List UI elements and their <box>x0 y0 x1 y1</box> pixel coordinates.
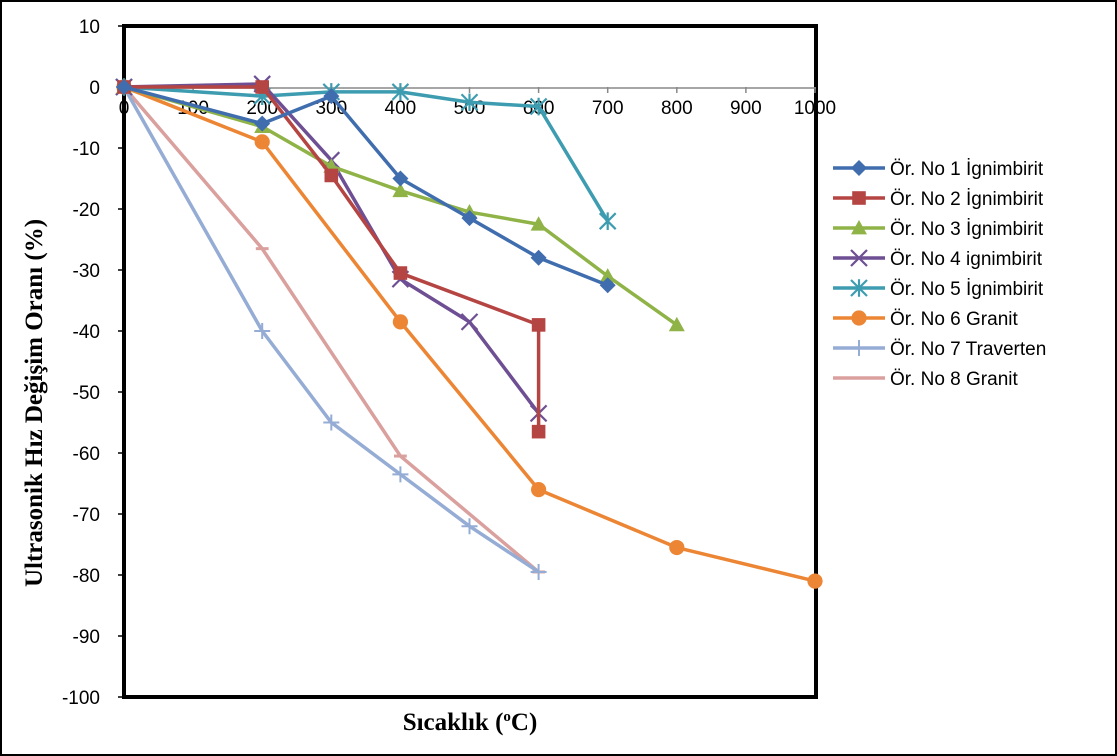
x-tick-label: 900 <box>730 98 762 119</box>
series-line <box>123 82 540 415</box>
data-point-triangle <box>599 268 616 283</box>
legend-label: Ör. No 8 Granit <box>890 369 1018 390</box>
data-point-diamond <box>461 210 478 227</box>
y-tick-label: -100 <box>62 688 100 709</box>
data-point-plus <box>323 414 340 431</box>
data-point-plus <box>851 340 867 356</box>
x-tick-label: 1000 <box>794 98 836 119</box>
x-axis-title: Sıcaklık (oC) <box>403 709 538 736</box>
data-point-triangle <box>668 316 685 332</box>
y-tick-label: -90 <box>73 627 100 648</box>
legend-label: Ör. No 2 İgnimbirit <box>890 189 1044 210</box>
y-tick-label: -20 <box>73 200 100 221</box>
x-tick-label: 700 <box>592 98 624 119</box>
y-tick-label: 0 <box>89 78 100 99</box>
data-point-square <box>255 80 269 94</box>
data-point-asterisk <box>598 212 617 230</box>
data-point-asterisk <box>460 93 479 112</box>
data-point-diamond <box>851 160 867 176</box>
legend-label: Ör. No 5 İgnimbirit <box>890 279 1044 300</box>
data-point-asterisk <box>850 279 868 297</box>
data-point-circle <box>669 539 685 556</box>
series-layer <box>115 75 823 589</box>
data-point-diamond <box>116 79 132 95</box>
legend-item: Ör. No 7 Traverten <box>833 339 1046 360</box>
data-point-square <box>531 318 546 332</box>
legend-item: Ör. No 6 Granit <box>833 309 1018 330</box>
y-tick-label: -70 <box>73 505 100 526</box>
y-axis-title: Ultrasonik Hız Değişim Oranı (%) <box>21 219 48 587</box>
legend-item: Ör. No 1 İgnimbirit <box>833 159 1044 180</box>
legend-item: Ör. No 8 Granit <box>833 369 1018 390</box>
data-point-diamond <box>599 277 616 294</box>
series-line <box>122 86 540 574</box>
x-tick-label: 800 <box>661 98 693 119</box>
y-tick-label: 10 <box>79 17 100 38</box>
y-tick-label: -80 <box>73 566 100 587</box>
x-tick-label: 0 <box>119 98 130 119</box>
legend-label: Ör. No 3 İgnimbirit <box>890 219 1044 240</box>
data-point-circle <box>807 573 823 589</box>
data-point-square <box>393 266 408 280</box>
legend-label: Ör. No 7 Traverten <box>890 339 1046 360</box>
data-point-diamond <box>392 170 409 187</box>
legend-label: Ör. No 6 Granit <box>890 309 1018 330</box>
series-line <box>124 85 541 432</box>
data-point-square <box>531 424 546 439</box>
data-point-square <box>852 191 866 205</box>
legend-item: Ör. No 2 İgnimbirit <box>833 189 1044 210</box>
data-point-plus <box>392 466 409 483</box>
data-point-x <box>460 313 479 331</box>
data-point-circle <box>254 134 270 150</box>
data-point-square <box>324 168 339 183</box>
y-tick-label: -10 <box>73 139 100 160</box>
y-tick-label: -50 <box>73 383 100 404</box>
y-axis-ticks: 10 0 -10 -20 -30 -40 -50 -60 -70 -80 -90 -100 <box>62 17 124 709</box>
y-tick-label: -40 <box>73 322 100 343</box>
data-point-circle <box>392 314 408 330</box>
data-point-triangle <box>530 216 547 231</box>
series-6 <box>116 79 823 589</box>
data-point-asterisk <box>529 97 548 116</box>
legend-label: Ör. No 4 ignimbirit <box>890 249 1043 270</box>
data-point-triangle <box>392 182 409 198</box>
data-point-diamond <box>323 88 340 105</box>
data-point-circle <box>531 482 547 498</box>
data-point-plus <box>461 518 478 535</box>
data-point-plus <box>530 563 547 580</box>
data-point-diamond <box>254 115 271 132</box>
data-point-x <box>850 249 868 267</box>
data-point-circle <box>851 310 867 326</box>
series-line <box>122 85 540 574</box>
y-tick-label: -30 <box>73 261 100 282</box>
legend-label: Ör. No 1 İgnimbirit <box>890 159 1044 180</box>
plot-area <box>122 24 818 699</box>
data-point-diamond <box>530 249 547 266</box>
y-tick-label: -60 <box>73 444 100 465</box>
series-line <box>123 85 678 327</box>
series-line <box>123 85 816 583</box>
legend-item: Ör. No 5 İgnimbirit <box>833 279 1044 300</box>
legend: Ör. No 1 İgnimbirit Ör. No 2 İgnimbirit Ör… <box>833 159 1046 390</box>
legend-item: Ör. No 4 ignimbirit <box>833 249 1043 270</box>
data-point-plus <box>254 323 271 339</box>
series-1 <box>116 79 616 294</box>
x-tick-label: 400 <box>385 98 417 119</box>
data-point-asterisk <box>391 83 410 101</box>
data-point-triangle <box>851 220 867 235</box>
legend-item: Ör. No 3 İgnimbirit <box>833 219 1044 240</box>
